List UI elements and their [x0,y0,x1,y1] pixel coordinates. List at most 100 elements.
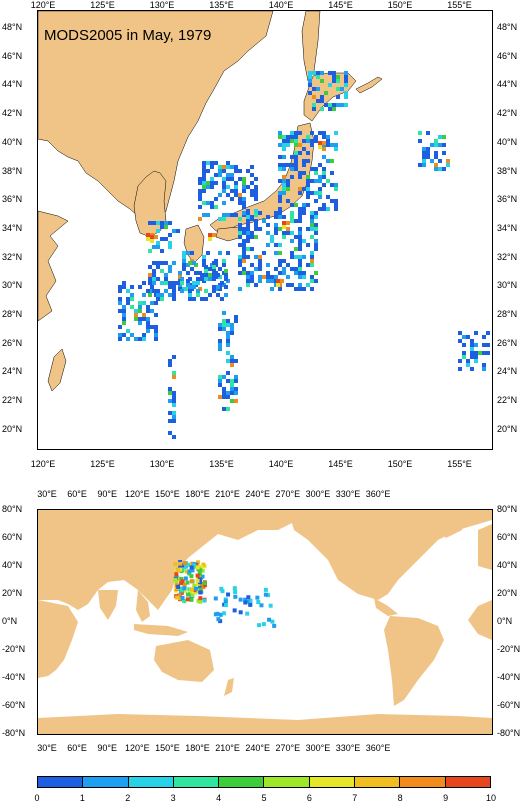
observation-cell [172,415,176,419]
observation-cell [266,223,270,227]
lat-label: 22°N [497,395,518,406]
observation-cell [312,87,316,91]
observation-cell [470,355,474,359]
observation-cell [330,171,334,175]
observation-cell [246,219,250,223]
observation-cell [160,297,164,301]
land-masses [38,11,383,392]
observation-cell [191,563,196,568]
observation-cell [245,611,250,616]
observation-cell [118,337,122,341]
observation-cell [160,269,164,273]
observation-cell [218,327,222,331]
lat-label: 26°N [497,337,518,348]
observation-cell [312,103,316,107]
observation-cell [278,227,282,231]
observation-cell [250,193,254,197]
observation-cell [242,231,246,235]
observation-cell [318,195,322,199]
observation-cell [466,363,470,367]
colorbar [37,776,491,788]
observation-cell [278,287,282,291]
observation-cell [246,223,250,227]
observation-cell [234,165,238,169]
observation-cell [478,351,482,355]
colorbar-label: 1 [79,793,85,803]
observation-cell [334,203,338,207]
observation-cell [218,612,223,617]
lon-label: 120°E [124,489,150,499]
observation-cell [172,281,176,285]
colorbar-segment [445,777,490,787]
observation-cell [152,245,156,249]
observation-cell [146,305,150,309]
observation-cell [230,355,234,359]
observation-cell [422,159,426,163]
observation-cell [254,193,258,197]
observation-cell [148,277,152,281]
lon-label: 60°E [67,489,87,499]
observation-cell [250,189,254,193]
observation-cell [202,259,206,263]
observation-cell [266,243,270,247]
observation-cell [238,255,242,259]
observation-cell [294,255,298,259]
observation-cell [298,259,302,263]
observation-cells [118,71,490,439]
observation-cell [298,187,302,191]
observation-cell [302,271,306,275]
observation-cell [218,347,222,351]
observation-cell [306,151,310,155]
observation-cell [202,173,206,177]
observation-cell [310,227,314,231]
observation-cell [202,189,206,193]
observation-cell [173,577,178,582]
observation-cell [486,331,490,335]
observation-cell [482,351,486,355]
observation-cell [326,143,330,147]
observation-cell [188,285,192,289]
lon-label: 155°E [447,459,472,469]
lon-label: 135°E [209,459,234,469]
observation-cell [234,193,238,197]
observation-cell [306,187,310,191]
observation-cell [294,135,298,139]
observation-cell [258,255,262,259]
lat-label: 36°N [2,194,23,205]
observation-cell [202,161,206,165]
observation-cell [282,135,286,139]
observation-cell [242,227,246,231]
observation-cell [234,379,238,383]
observation-cell [266,275,270,279]
lon-label: 180°E [185,743,210,753]
observation-cell [172,435,176,439]
observation-cell [308,79,312,83]
observation-cell [322,183,326,187]
observation-cell [258,279,262,283]
observation-cell [248,602,253,607]
observation-cell [226,323,230,327]
observation-cell [122,313,126,317]
observation-cell [254,197,258,201]
observation-cell [232,586,237,591]
observation-cell [294,203,298,207]
observation-cell [286,135,290,139]
observation-cell [226,351,230,355]
observation-cell [238,177,242,181]
observation-cell [298,255,302,259]
observation-cell [434,139,438,143]
observation-cell [316,87,320,91]
observation-cell [306,283,310,287]
observation-cell [442,135,446,139]
observation-cell [242,177,246,181]
observation-cell [246,279,250,283]
observation-cell [188,297,192,301]
observation-cell [282,267,286,271]
observation-cell [310,279,314,283]
observation-cell [254,177,258,181]
observation-cell [332,103,336,107]
observation-cell [226,177,230,181]
observation-cell [243,597,248,602]
observation-cell [322,141,326,145]
observation-cell [134,337,138,341]
